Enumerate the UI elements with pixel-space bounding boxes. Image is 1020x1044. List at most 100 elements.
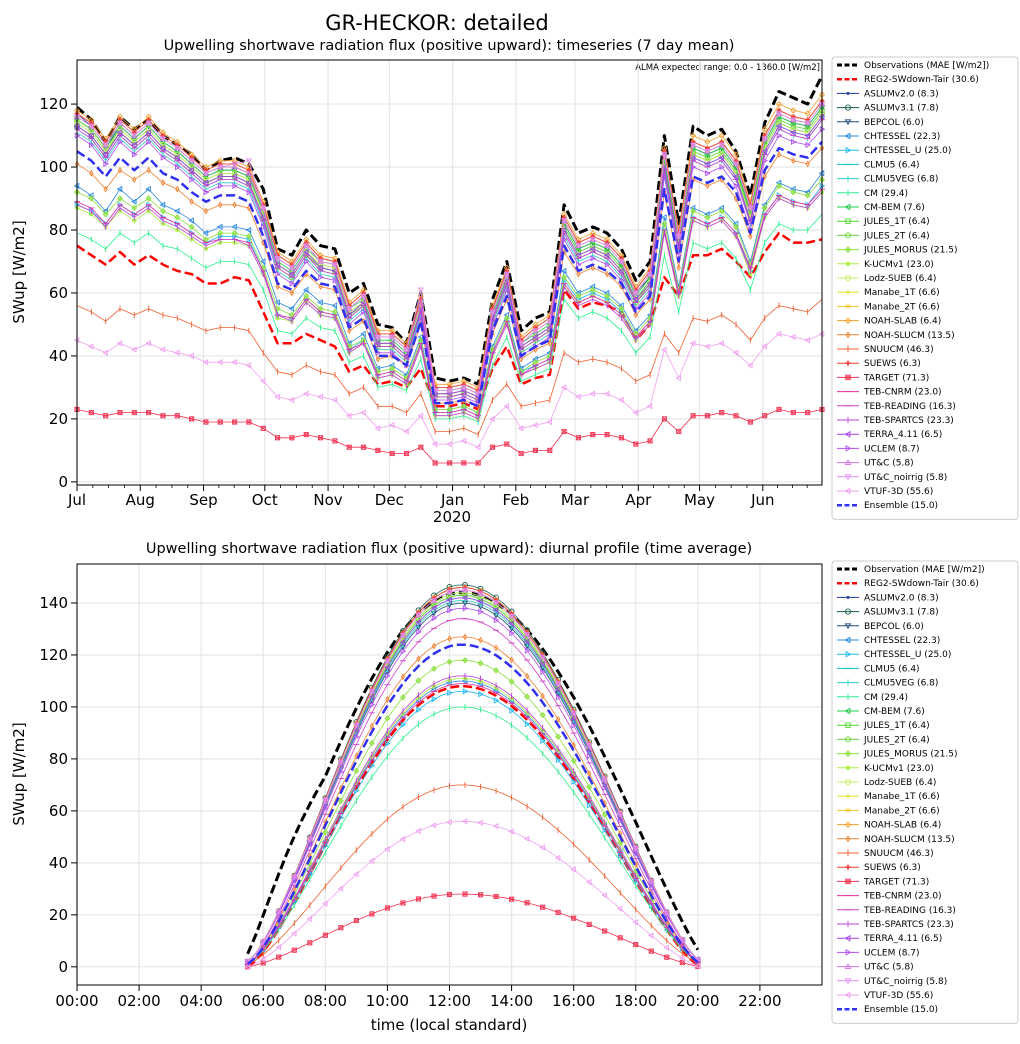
data-point (719, 148, 725, 154)
data-point (474, 444, 481, 451)
data-point (160, 154, 167, 161)
data-point (689, 142, 697, 149)
series-line (76, 100, 823, 392)
data-point (776, 117, 782, 123)
legend-entry-lodz-sueb-6-4: Lodz-SUEB (6.4) (837, 778, 936, 788)
data-point (561, 428, 567, 435)
data-point (446, 460, 453, 466)
x-tick-label: Dec (375, 491, 404, 509)
data-point (508, 620, 514, 627)
data-point (461, 587, 469, 594)
data-point (719, 410, 725, 416)
data-point (602, 928, 608, 934)
data-point (617, 935, 623, 941)
legend-swatch-marker (844, 978, 852, 985)
x-tick-label: 04:00 (180, 992, 223, 1010)
legend-swatch-marker (846, 595, 850, 599)
data-point (618, 267, 624, 275)
data-point (275, 315, 280, 321)
data-point (132, 151, 138, 158)
data-point (661, 152, 668, 158)
data-point (718, 207, 725, 215)
data-point (478, 608, 484, 615)
data-point (245, 179, 252, 186)
data-point (88, 410, 94, 416)
data-point (231, 223, 237, 231)
legend-label: NOAH-SLAB (6.4) (864, 317, 941, 327)
series-manabe-1t-6-6 (245, 587, 701, 965)
data-point (188, 167, 194, 174)
data-point (704, 160, 710, 168)
data-point (400, 673, 406, 681)
legend-swatch-marker (845, 304, 851, 309)
series-line (76, 141, 823, 408)
data-point (231, 163, 238, 170)
x-tick-label: 20:00 (676, 992, 719, 1010)
x-tick-label: 02:00 (117, 992, 160, 1010)
legend-entry-observations-mae-w-m2: Observations (MAE [W/m2]) (837, 61, 989, 71)
legend-entry-noah-slab-6-4: NOAH-SLAB (6.4) (837, 317, 941, 327)
legend-swatch-marker (844, 778, 852, 786)
data-point (417, 305, 424, 312)
legend-entry-k-ucmv1-23-0: K-UCMv1 (23.0) (837, 764, 934, 774)
legend-swatch-marker (845, 146, 852, 154)
data-point (384, 715, 391, 722)
data-point (202, 171, 210, 177)
data-point (415, 677, 422, 684)
data-point (662, 173, 668, 180)
data-point (524, 900, 530, 906)
data-point (388, 340, 395, 347)
data-point (675, 374, 681, 382)
series-line (247, 587, 699, 962)
data-point (446, 658, 453, 666)
legend-label: Ensemble (15.0) (864, 1005, 938, 1015)
legend-entry-manabe-2t-6-6: Manabe_2T (6.6) (837, 302, 940, 312)
legend-entry-manabe-2t-6-6: Manabe_2T (6.6) (837, 806, 940, 816)
data-point (704, 149, 711, 155)
legend-label: REG2-SWdown-Tair (30.6) (864, 579, 979, 589)
legend-label: NOAH-SLAB (6.4) (864, 821, 941, 831)
legend-label: TARGET (71.3) (863, 373, 929, 383)
data-point (477, 892, 484, 898)
legend-label: CM-BEM (7.6) (864, 203, 925, 213)
series-manabe-2t-6-6 (245, 585, 700, 964)
data-point (554, 686, 561, 693)
series-line (76, 103, 823, 395)
data-point (431, 695, 438, 703)
legend-entry-clmu5-6-4: CLMU5 (6.4) (837, 160, 920, 170)
data-point (231, 359, 237, 366)
legend-label: JULES_2T (6.4) (863, 231, 930, 241)
data-point (385, 696, 390, 703)
data-point (504, 441, 510, 447)
data-point (747, 362, 753, 369)
data-point (174, 145, 181, 152)
data-point (570, 866, 576, 873)
data-point (503, 271, 510, 278)
data-point (354, 787, 360, 794)
series-cm-bem-7-6 (73, 104, 825, 397)
data-point (399, 633, 407, 639)
data-point (776, 151, 782, 158)
data-point (146, 410, 152, 416)
data-point (676, 264, 681, 272)
data-point (188, 158, 195, 165)
data-point (776, 406, 782, 412)
data-point (747, 271, 753, 277)
data-point (616, 905, 623, 912)
data-point (431, 642, 437, 650)
data-point (318, 274, 324, 281)
data-point (288, 265, 296, 272)
data-point (790, 129, 796, 136)
data-point (417, 336, 424, 344)
data-point (589, 286, 596, 294)
data-point (217, 419, 223, 425)
legend-label: CHTESSEL_U (25.0) (864, 650, 951, 660)
data-point (275, 909, 282, 916)
data-point (603, 252, 610, 259)
x-tick-label: Aug (126, 491, 155, 509)
series-line (247, 893, 698, 968)
data-point (259, 955, 266, 963)
data-point (303, 243, 310, 250)
data-point (415, 827, 421, 835)
y-tick-label: 40 (49, 347, 68, 365)
